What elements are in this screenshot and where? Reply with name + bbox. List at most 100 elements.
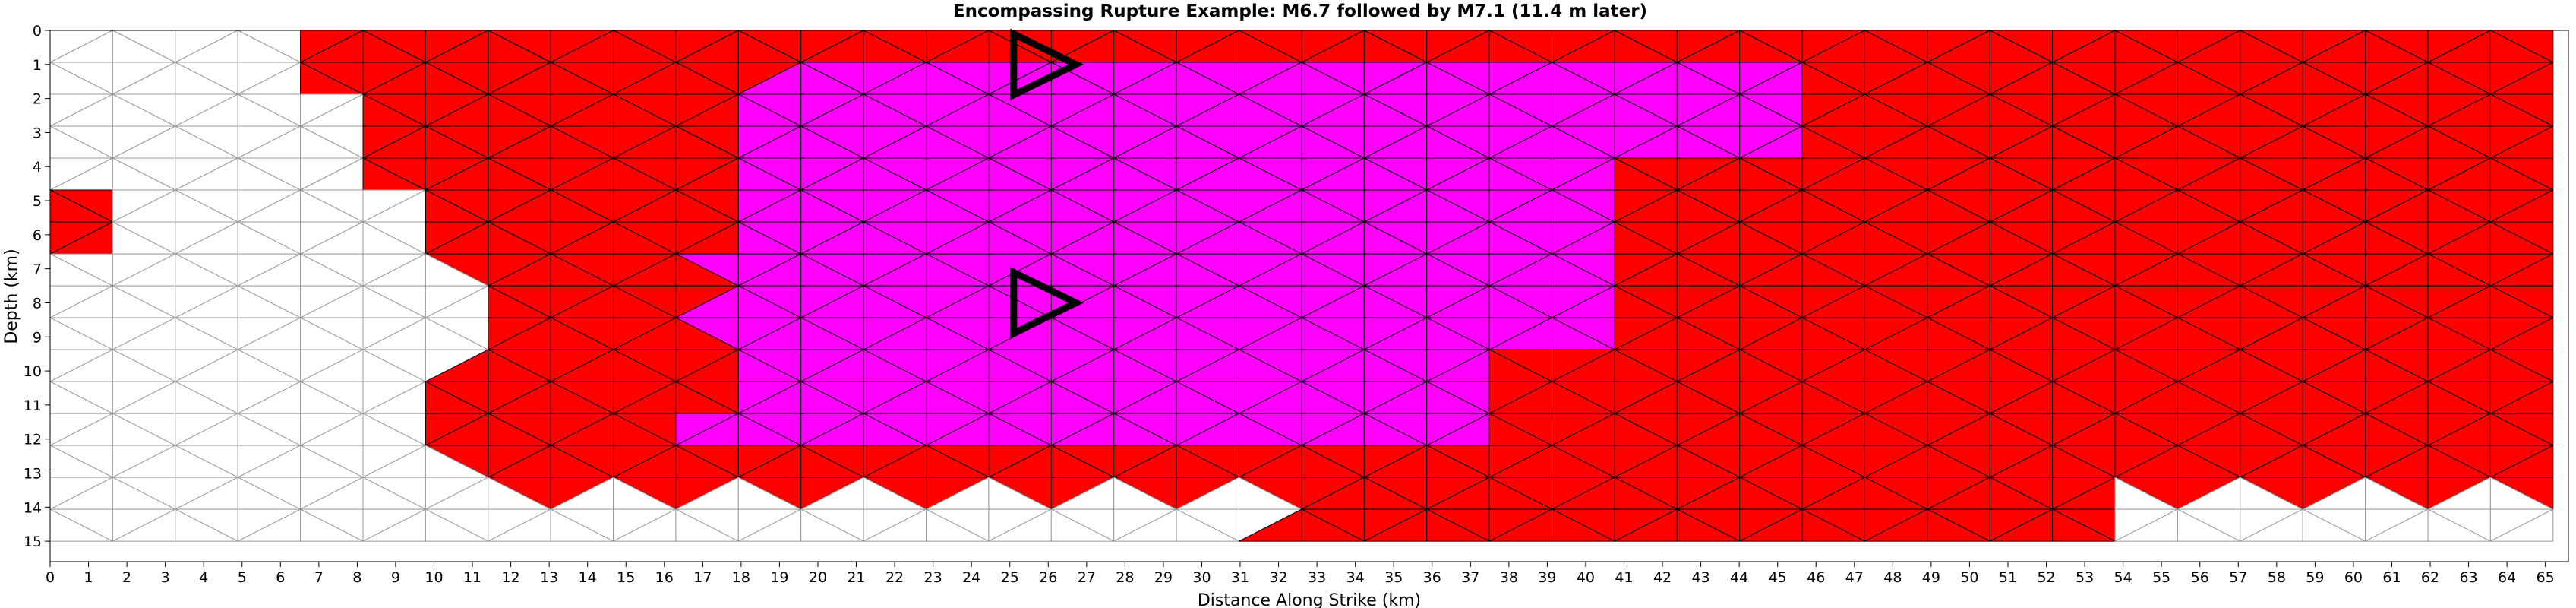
x-tick-label: 39 (1538, 569, 1556, 586)
x-tick-label: 62 (2421, 569, 2439, 586)
x-tick-label: 34 (1346, 569, 1365, 586)
chart-title: Encompassing Rupture Example: M6.7 follo… (953, 2, 1647, 21)
y-tick-label: 4 (33, 159, 42, 176)
x-tick-label: 26 (1039, 569, 1057, 586)
x-tick-label: 41 (1615, 569, 1633, 586)
y-tick-label: 14 (24, 499, 42, 516)
plot-area (49, 28, 2554, 542)
y-tick-label: 3 (33, 125, 42, 141)
x-tick-label: 45 (1769, 569, 1787, 586)
x-tick-label: 48 (1883, 569, 1902, 586)
mesh-triangle-m7-1 (1301, 508, 1365, 542)
mesh-triangle-none (425, 508, 489, 542)
mesh-triangles (49, 30, 2554, 542)
mesh-triangle-none (675, 508, 739, 542)
x-tick-label: 46 (1807, 569, 1825, 586)
hypocenter-marker (1010, 28, 1084, 101)
x-tick-label: 4 (199, 569, 208, 586)
mesh-triangle-none (550, 508, 614, 542)
y-tick-label: 12 (24, 432, 42, 448)
x-tick-label: 56 (2191, 569, 2209, 586)
x-tick-label: 51 (1999, 569, 2017, 586)
x-tick-label: 18 (732, 569, 750, 586)
x-tick-label: 30 (1192, 569, 1211, 586)
mesh-triangle-none (175, 508, 238, 542)
x-tick-label: 24 (962, 569, 980, 586)
x-tick-label: 15 (617, 569, 635, 586)
hypocenter-markers (1010, 28, 1084, 339)
x-tick-label: 2 (122, 569, 131, 586)
x-tick-label: 27 (1078, 569, 1096, 586)
x-tick-label: 38 (1500, 569, 1518, 586)
x-tick-label: 58 (2268, 569, 2286, 586)
y-tick-label: 9 (33, 329, 42, 346)
x-tick-label: 8 (352, 569, 361, 586)
x-tick-label: 59 (2306, 569, 2324, 586)
y-axis-label: Depth (km) (2, 249, 21, 344)
x-tick-label: 13 (540, 569, 558, 586)
x-tick-label: 14 (579, 569, 597, 586)
x-tick-label: 53 (2076, 569, 2094, 586)
x-tick-label: 32 (1269, 569, 1287, 586)
mesh-triangle-none (2427, 508, 2491, 542)
mesh-triangle-none (2177, 508, 2241, 542)
mesh-triangle-m7-1 (1676, 508, 1740, 542)
mesh-triangle-m7-1 (1552, 508, 1615, 542)
x-tick-label: 60 (2344, 569, 2363, 586)
x-tick-label: 35 (1384, 569, 1403, 586)
y-tick-label: 10 (24, 363, 42, 380)
y-tick-label: 0 (33, 23, 42, 40)
x-axis-label: Distance Along Strike (km) (1198, 591, 1421, 608)
y-tick-label: 6 (33, 227, 42, 244)
x-tick-label: 61 (2382, 569, 2401, 586)
x-tick-label: 36 (1423, 569, 1441, 586)
x-tick-label: 33 (1308, 569, 1326, 586)
x-tick-label: 44 (1730, 569, 1748, 586)
x-tick-label: 20 (809, 569, 827, 586)
x-tick-label: 55 (2152, 569, 2170, 586)
mesh-triangle-none (1050, 508, 1114, 542)
x-tick-label: 9 (391, 569, 400, 586)
x-tick-label: 10 (425, 569, 443, 586)
x-tick-label: 49 (1922, 569, 1940, 586)
mesh-triangle-m7-1 (1426, 508, 1490, 542)
x-tick-label: 43 (1692, 569, 1710, 586)
x-tick-label: 63 (2459, 569, 2477, 586)
plot-frame (49, 30, 2569, 562)
mesh-triangle-none (1176, 508, 1239, 542)
x-tick-label: 11 (463, 569, 481, 586)
x-tick-label: 42 (1653, 569, 1672, 586)
x-tick-label: 21 (847, 569, 865, 586)
x-tick-label: 22 (886, 569, 904, 586)
mesh-triangle-none (300, 508, 364, 542)
x-tick-label: 25 (1001, 569, 1019, 586)
x-tick-label: 16 (655, 569, 674, 586)
x-tick-label: 0 (46, 569, 55, 586)
x-tick-label: 54 (2114, 569, 2132, 586)
x-tick-label: 64 (2498, 569, 2516, 586)
x-tick-label: 7 (314, 569, 324, 586)
y-tick-label: 7 (33, 261, 42, 278)
x-tick-label: 65 (2537, 569, 2555, 586)
x-tick-label: 23 (924, 569, 942, 586)
mesh-triangle-none (2490, 508, 2554, 542)
x-tick-label: 37 (1461, 569, 1479, 586)
x-tick-label: 57 (2229, 569, 2247, 586)
y-tick-label: 5 (33, 193, 42, 210)
y-tick-label: 1 (33, 57, 42, 74)
mesh-triangle-m7-1 (2052, 508, 2116, 542)
mesh-triangle-none (926, 508, 990, 542)
x-tick-label: 52 (2037, 569, 2055, 586)
x-tick-label: 1 (84, 569, 93, 586)
x-tick-label: 5 (238, 569, 247, 586)
x-tick-label: 12 (501, 569, 519, 586)
y-tick-label: 15 (24, 534, 42, 550)
x-tick-label: 17 (693, 569, 712, 586)
x-tick-label: 29 (1154, 569, 1173, 586)
mesh-triangle-m7-1 (1927, 508, 1990, 542)
x-tick-label: 31 (1231, 569, 1249, 586)
x-tick-label: 28 (1116, 569, 1134, 586)
y-tick-label: 8 (33, 295, 42, 312)
